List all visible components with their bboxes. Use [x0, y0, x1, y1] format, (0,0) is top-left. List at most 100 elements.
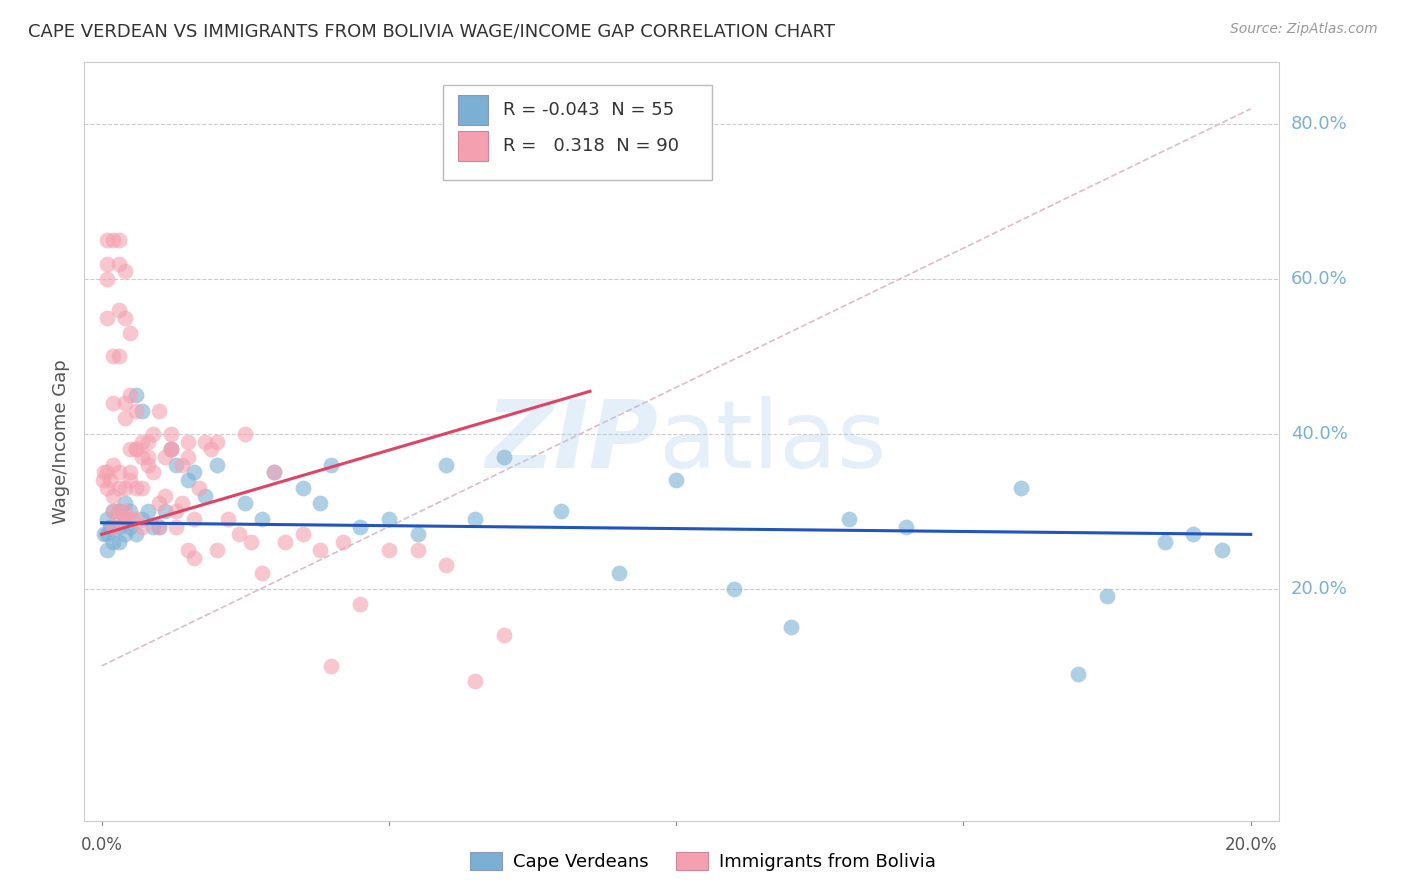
Point [378, 542, 401, 557]
Point [321, 458, 343, 472]
Point [550, 504, 572, 518]
Point [464, 512, 486, 526]
Point [434, 458, 457, 472]
Text: 20.0%: 20.0% [1291, 580, 1347, 598]
Point [1211, 542, 1233, 557]
Point [108, 512, 131, 526]
Point [165, 504, 187, 518]
Point [96, 310, 118, 325]
Text: 20.0%: 20.0% [1225, 836, 1277, 855]
Point [125, 442, 148, 457]
Point [1182, 527, 1205, 541]
Legend: Cape Verdeans, Immigrants from Bolivia: Cape Verdeans, Immigrants from Bolivia [463, 845, 943, 879]
Point [492, 628, 515, 642]
Point [165, 519, 187, 533]
Point [1095, 589, 1118, 603]
Point [723, 582, 745, 596]
Point [183, 550, 205, 565]
Bar [458, 95, 488, 126]
Point [309, 542, 332, 557]
Point [125, 388, 148, 402]
Point [1153, 535, 1175, 549]
Point [91, 473, 114, 487]
Point [108, 466, 131, 480]
Point [101, 458, 124, 472]
Point [148, 403, 170, 417]
Point [252, 566, 274, 580]
Text: ZIP: ZIP [485, 395, 658, 488]
Point [177, 434, 200, 449]
Point [136, 504, 159, 518]
Point [136, 458, 159, 472]
Bar [458, 130, 488, 161]
Point [205, 542, 228, 557]
Point [120, 512, 142, 526]
Point [142, 519, 165, 533]
Point [159, 442, 181, 457]
Point [464, 674, 486, 689]
Point [136, 450, 159, 464]
Text: 80.0%: 80.0% [1291, 115, 1347, 133]
Point [101, 519, 124, 533]
Point [177, 473, 200, 487]
Point [148, 496, 170, 510]
Point [188, 481, 211, 495]
Point [349, 597, 371, 611]
Point [98, 473, 121, 487]
Point [125, 527, 148, 541]
Point [108, 504, 131, 518]
Point [153, 489, 176, 503]
Point [252, 512, 274, 526]
Point [291, 527, 314, 541]
Point [1010, 481, 1032, 495]
Point [125, 512, 148, 526]
Point [114, 496, 136, 510]
Point [492, 450, 515, 464]
Point [101, 350, 124, 364]
Point [108, 303, 131, 318]
Point [165, 458, 187, 472]
Point [406, 542, 429, 557]
FancyBboxPatch shape [443, 85, 711, 180]
Point [153, 450, 176, 464]
Point [263, 466, 285, 480]
Point [93, 527, 115, 541]
Point [120, 466, 142, 480]
Text: 0.0%: 0.0% [80, 836, 122, 855]
Point [101, 489, 124, 503]
Point [177, 542, 200, 557]
Point [378, 512, 401, 526]
Point [838, 512, 860, 526]
Point [114, 264, 136, 278]
Text: Source: ZipAtlas.com: Source: ZipAtlas.com [1230, 22, 1378, 37]
Point [114, 527, 136, 541]
Point [332, 535, 354, 549]
Point [274, 535, 297, 549]
Point [120, 504, 142, 518]
Point [263, 466, 285, 480]
Point [101, 233, 124, 247]
Point [148, 519, 170, 533]
Point [131, 512, 153, 526]
Point [131, 450, 153, 464]
Point [114, 411, 136, 425]
Point [96, 512, 118, 526]
Text: 40.0%: 40.0% [1291, 425, 1347, 442]
Point [108, 233, 131, 247]
Point [96, 466, 118, 480]
Point [291, 481, 314, 495]
Point [665, 473, 688, 487]
Point [96, 272, 118, 286]
Point [159, 442, 181, 457]
Point [159, 426, 181, 441]
Point [136, 434, 159, 449]
Point [114, 396, 136, 410]
Point [217, 512, 239, 526]
Point [108, 257, 131, 271]
Point [1067, 666, 1090, 681]
Point [120, 442, 142, 457]
Point [177, 450, 200, 464]
Point [894, 519, 917, 533]
Point [108, 519, 131, 533]
Point [114, 512, 136, 526]
